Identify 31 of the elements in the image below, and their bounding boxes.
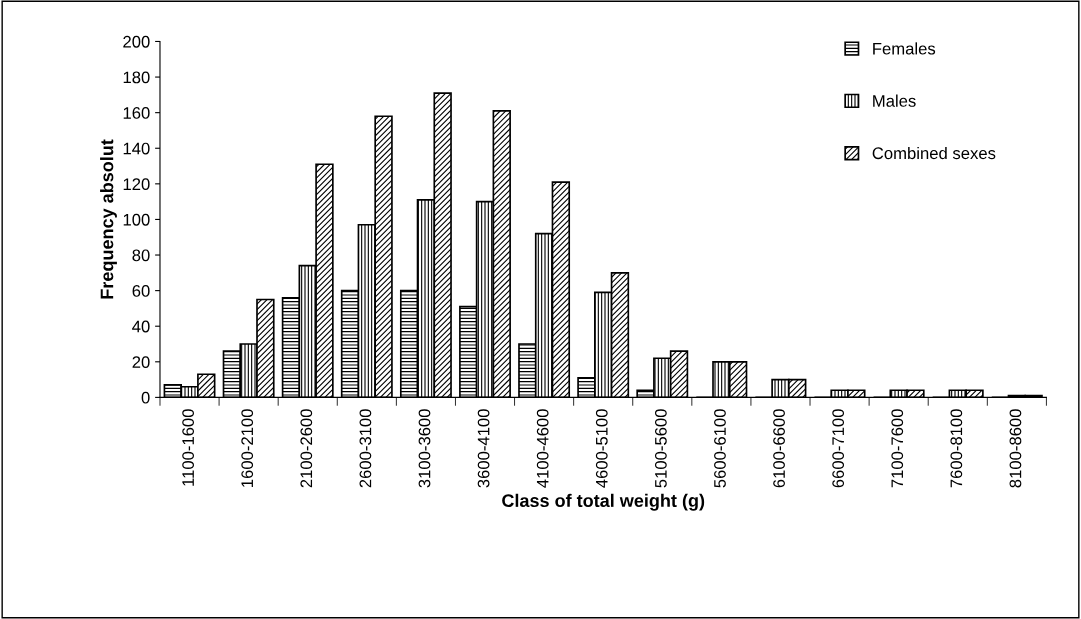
x-tick-label: 3600-4100 [477,409,490,488]
x-tick-label: 7100-7600 [891,409,904,488]
y-tick-label: 120 [123,178,150,191]
y-tick-label: 80 [132,249,150,262]
x-tick-label: 5100-5600 [654,409,667,488]
legend-label: Males [873,94,916,107]
y-axis-title: Frequency absolut [100,139,117,299]
x-tick-label: 6100-6600 [773,409,785,488]
y-tick-label: 180 [123,71,150,84]
x-tick-label: 2600-3100 [359,409,372,488]
y-tick-label: 40 [132,320,150,333]
x-tick-label: 6600-7100 [832,409,845,488]
x-tick-label: 7600-8100 [950,409,963,488]
x-tick-label: 3100-3600 [418,409,431,488]
x-tick-label: 5600-6100 [714,409,726,488]
legend-label: Females [873,42,936,55]
y-tick-label: 20 [132,356,150,369]
y-tick-label: 140 [123,142,150,155]
y-tick-label: 60 [132,285,150,297]
x-tick-label: 2100-2600 [300,409,313,488]
x-axis-title: Class of total weight (g) [502,493,705,511]
legend-label: Combined sexes [872,146,996,160]
y-tick-label: 0 [141,391,150,404]
x-tick-label: 4600-5100 [595,409,608,488]
x-tick-label: 4100-4600 [536,409,549,488]
y-tick-label: 160 [123,107,150,119]
x-tick-label: 8100-8600 [1009,409,1022,488]
x-tick-label: 1600-2100 [241,409,254,487]
y-tick-label: 200 [123,35,150,48]
x-tick-label: 1100-1600 [182,409,195,486]
y-tick-label: 100 [123,213,150,226]
